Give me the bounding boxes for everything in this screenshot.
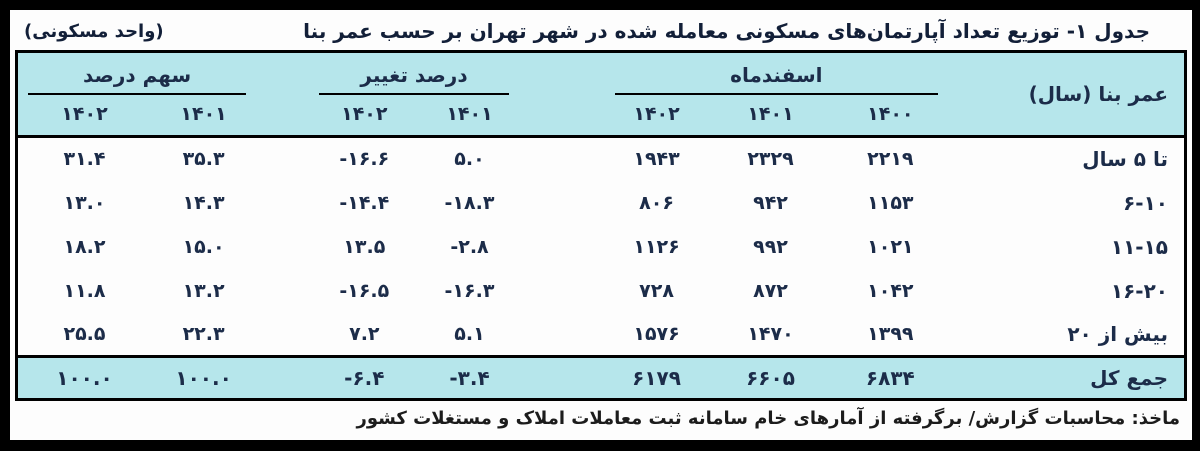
cell-spacer bbox=[256, 181, 309, 225]
cell-value: ۸۷۲ bbox=[753, 279, 788, 302]
group-header-esfand-label: اسفندماه bbox=[615, 53, 938, 95]
total-value: ۱۰۰.۰ bbox=[150, 355, 257, 400]
data-table: عمر بنا (سال) اسفندماه درصد تغییر سهم در… bbox=[15, 50, 1187, 401]
cell-value: -۱۸.۳ bbox=[444, 191, 495, 214]
group-header-share-percent: سهم درصد bbox=[16, 51, 257, 95]
cell-spacer bbox=[256, 137, 309, 181]
table-row-11-15: ۱۱-۱۵ ۱۰۲۱ ۹۹۲ ۱۱۲۶ -۲.۸ ۱۳.۵ ۱۵.۰ ۱۸.۲ bbox=[17, 225, 1186, 269]
cell-value: ۱۰۲۱ bbox=[867, 235, 914, 258]
cell-value: ۱۵.۰ bbox=[182, 235, 225, 258]
group-header-share-percent-label: سهم درصد bbox=[28, 53, 247, 95]
cell-value: ۱۴۷۰ bbox=[747, 322, 794, 345]
cell-spacer bbox=[519, 313, 601, 357]
cell-spacer bbox=[519, 355, 602, 400]
cell-value: ۷.۲ bbox=[349, 322, 380, 345]
row-label: بیش از ۲۰ bbox=[1067, 321, 1168, 346]
year-header-esfand-1400: ۱۴۰۰ bbox=[828, 95, 952, 137]
header-spacer bbox=[519, 51, 602, 137]
total-value: ۶۱۷۹ bbox=[601, 355, 713, 400]
header-spacer bbox=[256, 51, 309, 137]
cell-spacer bbox=[256, 313, 309, 357]
year-header-change-1402: ۱۴۰۲ bbox=[308, 95, 420, 137]
row-label: ۱۱-۱۵ bbox=[1110, 234, 1168, 259]
table-row-up-to-5-years: تا ۵ سال ۲۲۱۹ ۲۳۲۹ ۱۹۴۳ ۵.۰ -۱۶.۶ ۳۵.۳ ۳… bbox=[17, 137, 1186, 181]
cell-value: ۳۵.۳ bbox=[182, 148, 225, 171]
cell-spacer bbox=[519, 181, 601, 225]
cell-value: ۲۲.۳ bbox=[182, 322, 225, 345]
year-header-row: ۱۴۰۰ ۱۴۰۱ ۱۴۰۲ ۱۴۰۱ ۱۴۰۲ ۱۴۰۱ ۱۴۰۲ bbox=[16, 95, 1186, 137]
total-row: جمع کل ۶۸۳۴ ۶۶۰۵ ۶۱۷۹ -۳.۴ -۶.۴ ۱۰۰.۰ ۱۰… bbox=[16, 355, 1186, 400]
cell-spacer bbox=[256, 355, 309, 400]
cell-value: ۱۳۹۹ bbox=[867, 322, 914, 345]
cell-spacer bbox=[519, 225, 601, 269]
table-title: جدول ۱- توزیع تعداد آپارتمان‌های مسکونی … bbox=[303, 19, 1150, 43]
year-header-esfand-1402: ۱۴۰۲ bbox=[601, 95, 713, 137]
row-label: تا ۵ سال bbox=[1082, 147, 1168, 172]
table-row-over-20: بیش از ۲۰ ۱۳۹۹ ۱۴۷۰ ۱۵۷۶ ۵.۱ ۷.۲ ۲۲.۳ ۲۵… bbox=[17, 313, 1186, 357]
cell-spacer bbox=[519, 269, 601, 313]
cell-value: ۱۱۵۳ bbox=[867, 191, 914, 214]
year-header-esfand-1401: ۱۴۰۱ bbox=[712, 95, 829, 137]
source-note: ماخذ: محاسبات گزارش/ برگرفته از آمارهای … bbox=[356, 408, 1180, 429]
cell-value: -۱۶.۵ bbox=[339, 279, 390, 302]
year-header-change-1401: ۱۴۰۱ bbox=[419, 95, 520, 137]
total-value: ۶۸۳۴ bbox=[828, 355, 952, 400]
cell-value: ۱۳.۲ bbox=[182, 279, 225, 302]
row-label: ۱۶-۲۰ bbox=[1110, 278, 1168, 303]
cell-value: ۲۳۲۹ bbox=[747, 148, 794, 171]
cell-value: ۱۱۲۶ bbox=[633, 235, 680, 258]
cell-value: -۱۴.۴ bbox=[339, 191, 390, 214]
cell-value: ۹۴۲ bbox=[753, 191, 788, 214]
total-label: جمع کل bbox=[951, 355, 1186, 400]
cell-value: ۹۹۲ bbox=[753, 235, 788, 258]
cell-value: ۲۲۱۹ bbox=[867, 148, 914, 171]
group-header-row: عمر بنا (سال) اسفندماه درصد تغییر سهم در… bbox=[16, 51, 1186, 137]
table-row-6-10: ۶-۱۰ ۱۱۵۳ ۹۴۲ ۸۰۶ -۱۸.۳ -۱۴.۴ ۱۴.۳ ۱۳.۰ bbox=[17, 181, 1186, 225]
unit-label: (واحد مسکونی) bbox=[24, 20, 164, 42]
cell-value: ۱۴.۳ bbox=[182, 191, 225, 214]
cell-value: ۱۱.۸ bbox=[63, 279, 106, 302]
cell-value: ۱۳.۵ bbox=[343, 235, 386, 258]
cell-value: -۱۶.۳ bbox=[444, 279, 495, 302]
title-row: جدول ۱- توزیع تعداد آپارتمان‌های مسکونی … bbox=[10, 10, 1192, 50]
cell-value: ۵.۱ bbox=[454, 322, 485, 345]
group-header-percent-change-label: درصد تغییر bbox=[318, 53, 510, 95]
total-value: -۶.۴ bbox=[308, 355, 420, 400]
page-frame: جدول ۱- توزیع تعداد آپارتمان‌های مسکونی … bbox=[10, 10, 1192, 440]
cell-value: ۱۵۷۶ bbox=[633, 322, 680, 345]
cell-value: ۱۳.۰ bbox=[63, 191, 106, 214]
cell-value: ۸۰۶ bbox=[639, 191, 674, 214]
cell-value: ۳۱.۴ bbox=[63, 148, 106, 171]
total-value: ۶۶۰۵ bbox=[712, 355, 829, 400]
building-age-column-header: عمر بنا (سال) bbox=[951, 51, 1186, 137]
cell-spacer bbox=[256, 269, 309, 313]
group-header-percent-change: درصد تغییر bbox=[308, 51, 520, 95]
total-value: -۳.۴ bbox=[419, 355, 520, 400]
table-body: تا ۵ سال ۲۲۱۹ ۲۳۲۹ ۱۹۴۳ ۵.۰ -۱۶.۶ ۳۵.۳ ۳… bbox=[16, 137, 1186, 400]
year-header-share-1401: ۱۴۰۱ bbox=[150, 95, 257, 137]
row-label: ۶-۱۰ bbox=[1123, 190, 1168, 215]
cell-value: ۱۸.۲ bbox=[63, 235, 106, 258]
cell-spacer bbox=[519, 137, 601, 181]
cell-spacer bbox=[256, 225, 309, 269]
table-row-16-20: ۱۶-۲۰ ۱۰۴۲ ۸۷۲ ۷۲۸ -۱۶.۳ -۱۶.۵ ۱۳.۲ ۱۱.۸ bbox=[17, 269, 1186, 313]
cell-value: -۱۶.۶ bbox=[339, 148, 390, 171]
cell-value: ۱۹۴۳ bbox=[633, 148, 680, 171]
cell-value: -۲.۸ bbox=[450, 235, 489, 258]
year-header-share-1402: ۱۴۰۲ bbox=[16, 95, 151, 137]
cell-value: ۷۲۸ bbox=[639, 279, 674, 302]
group-header-esfand: اسفندماه bbox=[601, 51, 952, 95]
total-value: ۱۰۰.۰ bbox=[16, 355, 151, 400]
cell-value: ۵.۰ bbox=[454, 148, 485, 171]
cell-value: ۱۰۴۲ bbox=[867, 279, 914, 302]
table-header: عمر بنا (سال) اسفندماه درصد تغییر سهم در… bbox=[16, 51, 1186, 137]
cell-value: ۲۵.۵ bbox=[63, 322, 106, 345]
